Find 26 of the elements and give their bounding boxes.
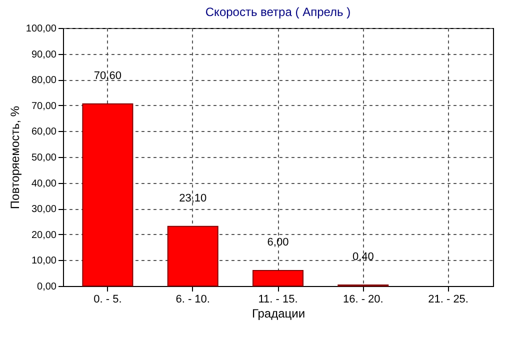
y-tick-label: 40,00 — [31, 178, 57, 190]
y-tick-label: 0,00 — [37, 282, 57, 292]
bar — [252, 270, 304, 286]
y-tick-label: 20,00 — [31, 230, 57, 241]
y-tick-label: 30,00 — [31, 204, 57, 216]
y-tick-label: 90,00 — [31, 49, 57, 60]
y-tick-label: 10,00 — [31, 256, 57, 267]
y-tick-label: 70,00 — [31, 100, 57, 112]
data-label: 23,10 — [179, 192, 207, 204]
data-label: 6,00 — [267, 236, 289, 249]
x-tick-label: 21. - 25. — [428, 294, 468, 306]
data-label: 70,60 — [94, 70, 122, 82]
x-axis-title: Градации — [252, 306, 306, 320]
x-tick-label: 11. - 15. — [258, 294, 298, 306]
y-tick-label: 50,00 — [31, 152, 57, 164]
bar — [82, 103, 134, 286]
data-label: 0,40 — [352, 250, 374, 263]
x-tick-label: 0. - 5. — [94, 294, 122, 306]
y-tick-label: 60,00 — [31, 126, 57, 138]
y-tick-label: 80,00 — [31, 75, 57, 86]
y-axis-title: Повторяемость, % — [8, 106, 22, 210]
bar — [167, 226, 218, 286]
y-tick-label: 100,00 — [26, 24, 57, 34]
chart-title: Скорость ветра ( Апрель ) — [205, 5, 351, 19]
x-tick-label: 16. - 20. — [342, 294, 384, 306]
x-tick-label: 6. - 10. — [176, 294, 210, 306]
